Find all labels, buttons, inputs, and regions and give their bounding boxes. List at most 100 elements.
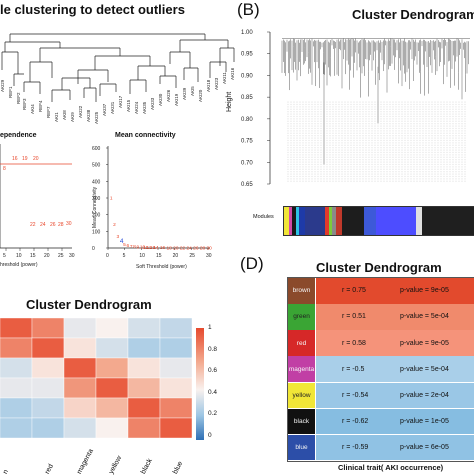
svg-text:AKI4: AKI4 xyxy=(30,104,35,114)
trait-cell-black: r = -0.62 p-value = 1e-05 xyxy=(316,408,474,435)
mc-xtick-label: 30 xyxy=(206,253,212,259)
module-segment xyxy=(329,207,332,235)
module-name: green xyxy=(293,313,310,321)
mc-point: 4 xyxy=(120,238,124,245)
mc-ytick-label: 400 xyxy=(92,179,101,185)
heatmap-cell xyxy=(0,337,33,359)
heatmap-cell xyxy=(0,397,33,419)
mean-connectivity-ylabel: Mean Connectivity xyxy=(92,186,98,228)
heatmap-x-label: black xyxy=(140,457,154,475)
svg-text:25: 25 xyxy=(58,253,64,259)
svg-text:19: 19 xyxy=(22,156,28,162)
module-heatmap xyxy=(0,317,192,439)
p-value: p-value = 9e-05 xyxy=(400,339,449,347)
module-name: blue xyxy=(295,444,308,452)
heatmap-x-label: blue xyxy=(172,460,185,475)
heatmap-cell xyxy=(159,357,192,379)
mc-point: 8 xyxy=(133,244,136,250)
module-tile-red: red xyxy=(288,330,315,356)
scale-independence-title: ependence xyxy=(0,132,37,139)
heatmap-cell xyxy=(0,357,33,379)
module-color-bar xyxy=(283,206,474,236)
mc-point: 7 xyxy=(130,244,133,250)
svg-text:REF3: REF3 xyxy=(22,98,27,110)
heatmap-cell xyxy=(31,337,65,359)
svg-text:AKI1: AKI1 xyxy=(54,112,59,122)
heatmap-cell xyxy=(95,337,129,359)
mc-point: 5 xyxy=(123,242,126,248)
heatmap-cell xyxy=(95,377,129,399)
svg-text:20: 20 xyxy=(44,253,50,259)
svg-text:AKI23: AKI23 xyxy=(214,77,219,90)
svg-text:30: 30 xyxy=(66,221,72,227)
correlation-value: r = -0.5 xyxy=(342,365,365,373)
mc-point: 30 xyxy=(207,245,213,251)
heatmap-cell xyxy=(63,377,97,399)
mc-point: 22 xyxy=(180,245,186,251)
heatmap-cell xyxy=(127,377,161,399)
sample-dendrogram: AKI29 REF1 REF2 REF3 AKI4 REF4 REF7 AKI1… xyxy=(0,33,235,124)
mc-point: 13 xyxy=(150,245,156,251)
mc-point: 16 xyxy=(160,245,166,251)
mc-ytick-label: 0 xyxy=(92,246,95,252)
heatmap-cell xyxy=(127,397,161,419)
svg-text:AKI29: AKI29 xyxy=(0,79,5,92)
module-bar-label: Modules xyxy=(253,214,274,220)
panel-b-ylabel: Height xyxy=(226,91,233,112)
mc-xtick-label: 10 xyxy=(139,253,145,259)
heatmap-x-label: yellow xyxy=(108,454,124,475)
mc-xtick-label: 15 xyxy=(156,253,162,259)
svg-text:AKI33: AKI33 xyxy=(150,97,155,110)
mc-point: 18 xyxy=(167,245,173,251)
correlation-value: r = -0.54 xyxy=(342,391,369,399)
svg-text:hreshold (power): hreshold (power) xyxy=(0,262,38,268)
heatmap-x-labels: n red magenta yellow black blue xyxy=(0,446,196,475)
svg-text:AKI8: AKI8 xyxy=(62,110,67,120)
svg-text:AKI37: AKI37 xyxy=(102,103,107,116)
panel-d-letter: (D) xyxy=(240,254,264,273)
trait-table: brown green red magenta yellow black blue r = … xyxy=(287,277,474,462)
module-name: black xyxy=(293,417,310,425)
svg-text:AKI22: AKI22 xyxy=(78,105,83,118)
heatmap-cell xyxy=(0,417,33,439)
mc-point: 9 xyxy=(137,245,140,251)
legend-tick-label: 0.4 xyxy=(208,388,218,396)
legend-tick-label: 1 xyxy=(208,324,212,331)
svg-text:AKI30: AKI30 xyxy=(158,93,163,106)
svg-text:15: 15 xyxy=(30,253,36,259)
heatmap-cell xyxy=(63,317,97,339)
svg-text:REF1: REF1 xyxy=(8,86,13,98)
module-tile-magenta: magenta xyxy=(288,356,315,382)
module-name: magenta xyxy=(288,365,315,373)
legend-tick-label: 0.2 xyxy=(208,410,218,417)
p-value: p-value = 2e-04 xyxy=(400,391,449,399)
p-value: p-value = 1e-05 xyxy=(400,417,449,425)
module-segment xyxy=(284,207,289,235)
trait-cell-column: r = 0.75 p-value = 9e-05 r = 0.51 p-value =… xyxy=(316,278,474,461)
mc-point: 20 xyxy=(173,245,179,251)
dendro-ytick-label: 1.00 xyxy=(241,30,253,36)
heatmap-x-label: n xyxy=(2,468,11,475)
svg-text:AKI38: AKI38 xyxy=(86,109,91,122)
mc-point: 12 xyxy=(147,245,153,251)
mc-ytick-label: 300 xyxy=(92,196,101,202)
module-name: red xyxy=(296,339,307,347)
mc-ytick-label: 600 xyxy=(92,146,101,152)
mc-point: 3 xyxy=(117,234,120,240)
module-segment xyxy=(292,207,296,235)
mc-xtick-label: 20 xyxy=(173,253,179,259)
mean-connectivity-xlabel: Soft Threshold (power) xyxy=(136,264,187,270)
svg-text:AKI5: AKI5 xyxy=(190,86,195,96)
dendro-ytick-label: 0.95 xyxy=(241,52,253,58)
mc-xtick-label: 5 xyxy=(123,253,126,259)
p-value: p-value = 9e-05 xyxy=(400,287,449,295)
svg-text:AKI25: AKI25 xyxy=(94,111,99,124)
trait-cell-green: r = 0.51 p-value = 5e-04 xyxy=(316,304,474,330)
mc-ytick-label: 500 xyxy=(92,163,101,169)
correlation-value: r = 0.51 xyxy=(342,313,366,321)
dendro-ytick-label: 0.80 xyxy=(241,117,253,123)
heatmap-cell xyxy=(95,397,129,419)
mc-point: 14 xyxy=(153,245,159,251)
heatmap-cell xyxy=(63,337,97,359)
mc-point: 11 xyxy=(143,245,148,251)
